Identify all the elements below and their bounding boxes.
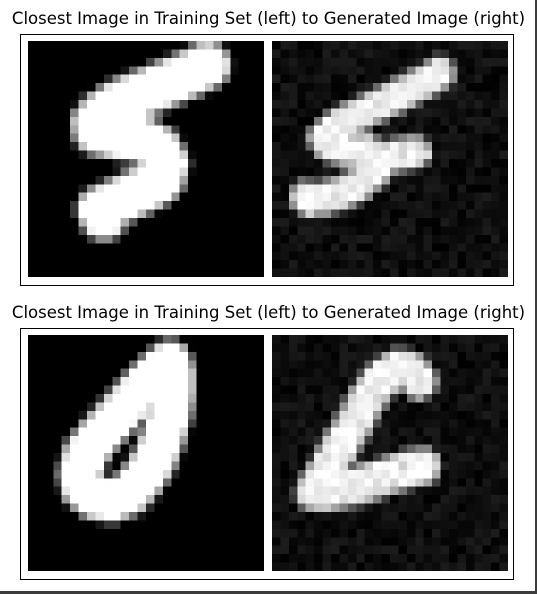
panel-2-frame	[20, 328, 514, 580]
panel-1-training-digit-image	[28, 41, 264, 277]
window-bottom-edge	[0, 591, 537, 594]
panel-1-frame	[20, 34, 514, 286]
panel-2-training-digit-image	[28, 335, 264, 571]
panel-2-generated-digit-image	[272, 335, 508, 571]
window-right-edge	[535, 0, 537, 594]
panel-1-title: Closest Image in Training Set (left) to …	[11, 9, 526, 28]
panel-2-title: Closest Image in Training Set (left) to …	[11, 303, 526, 322]
panel-1-generated-digit-image	[272, 41, 508, 277]
